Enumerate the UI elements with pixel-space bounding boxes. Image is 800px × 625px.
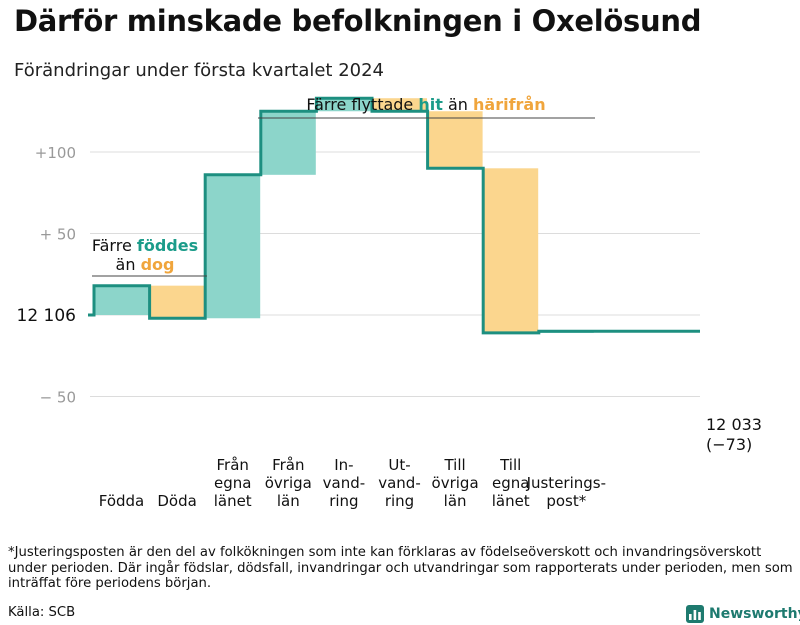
waterfall-bar [205, 174, 261, 319]
category-label: övriga [265, 474, 312, 492]
category-label: ring [385, 492, 414, 510]
end-value-label: (−73) [706, 435, 752, 454]
category-label: Från [272, 456, 304, 474]
footnote: *Justeringsposten är den del av folkökni… [8, 545, 793, 591]
category-label: Födda [99, 492, 145, 510]
waterfall-bar [483, 168, 539, 333]
y-tick-label: + 50 [40, 226, 76, 244]
end-value-label: 12 033 [706, 415, 762, 434]
annotation-part: hit [418, 95, 443, 114]
waterfall-bar [427, 111, 483, 169]
annotation-migration: Färre flyttade hit än härifrån [306, 95, 545, 114]
category-label: Justerings- [526, 474, 606, 492]
category-label: län [277, 492, 300, 510]
annotation-part: föddes [137, 236, 198, 255]
category-label: Till [499, 456, 521, 474]
y-tick-label: − 50 [40, 389, 76, 407]
category-label: In- [334, 456, 353, 474]
chart-title: Därför minskade befolkningen i Oxelösund [14, 4, 702, 38]
category-label: Ut- [388, 456, 410, 474]
source-label: Källa: SCB [8, 605, 76, 620]
category-label: länet [492, 492, 530, 510]
category-label: Döda [157, 492, 196, 510]
category-label: länet [214, 492, 252, 510]
brand-logo: Newsworthy [686, 603, 800, 625]
newsworthy-icon [686, 605, 704, 623]
annotation-part: Färre [92, 236, 137, 255]
waterfall-bar [372, 98, 427, 112]
annotation-part: dog [141, 255, 175, 274]
chart-subtitle: Förändringar under första kvartalet 2024 [14, 60, 385, 81]
category-label: egna [492, 474, 529, 492]
annotation-part: Färre flyttade [306, 95, 418, 114]
annotation-part: härifrån [473, 95, 546, 114]
waterfall-bar [149, 285, 205, 319]
category-label: post* [546, 492, 586, 510]
y-tick-label: 12 106 [17, 306, 76, 326]
cumulative-line [88, 96, 700, 335]
category-label: ring [329, 492, 358, 510]
category-label: vand- [323, 474, 366, 492]
brand-name: Newsworthy [709, 606, 800, 622]
category-label: län [444, 492, 467, 510]
category-label: Till [443, 456, 465, 474]
y-tick-label: +100 [35, 144, 76, 162]
waterfall-bar [316, 98, 372, 112]
annotation-births-deaths: Färre föddes [92, 236, 198, 255]
category-label: vand- [378, 474, 421, 492]
waterfall-bar [260, 111, 316, 175]
category-label: egna [214, 474, 251, 492]
waterfall-bar [94, 285, 149, 315]
category-label: Från [216, 456, 248, 474]
annotation-part: än [116, 255, 141, 274]
annotation-births-deaths-line2: än dog [116, 255, 175, 274]
annotation-part: än [443, 95, 473, 114]
category-label: övriga [432, 474, 479, 492]
